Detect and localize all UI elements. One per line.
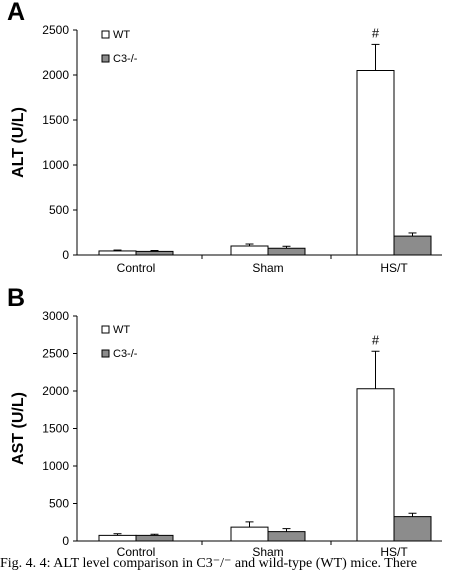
bar-wt-control xyxy=(98,534,137,542)
bar-c3-control xyxy=(135,250,174,256)
y-tick-label: 0 xyxy=(62,248,69,262)
bar-c3-sham xyxy=(267,531,306,542)
y-tick-label: 1500 xyxy=(42,113,69,127)
y-axis-label: ALT (U/L) xyxy=(10,107,27,178)
bar-wt-control xyxy=(98,250,137,256)
y-tick-label: 0 xyxy=(62,534,69,548)
bar-c3-hs-t xyxy=(393,235,432,256)
x-tick-label-hs-t: HS/T xyxy=(380,545,408,556)
y-tick-label: 1500 xyxy=(42,422,69,436)
y-tick-label: 1000 xyxy=(42,158,69,172)
bar-wt-sham xyxy=(230,245,269,256)
bar-c3-sham xyxy=(267,247,306,256)
significance-marker: # xyxy=(372,25,380,40)
y-tick-label: 2500 xyxy=(42,347,69,361)
x-tick-label-control: Control xyxy=(117,261,156,275)
legend-label-c3: C3-/- xyxy=(113,53,138,65)
x-tick-label-hs-t: HS/T xyxy=(380,261,408,275)
x-tick-label-sham: Sham xyxy=(252,545,283,556)
significance-marker: # xyxy=(372,332,380,347)
y-tick-label: 2000 xyxy=(42,68,69,82)
bar-c3-hs-t xyxy=(393,516,432,542)
y-tick-label: 500 xyxy=(49,497,69,511)
y-tick-label: 2500 xyxy=(42,23,69,37)
panel-letter-b: B xyxy=(7,284,26,312)
legend-label-c3: C3-/- xyxy=(113,348,138,360)
y-tick-label: 500 xyxy=(49,203,69,217)
x-tick-label-sham: Sham xyxy=(252,261,283,275)
panel-letter-a: A xyxy=(7,0,26,26)
bar-wt-hs-t xyxy=(356,388,395,542)
figure-caption: Fig. 4. 4: ALT level comparison in C3⁻/⁻… xyxy=(0,557,417,571)
bar-wt-sham xyxy=(230,526,269,542)
legend-swatch-c3 xyxy=(101,349,110,358)
alt-bar-chart: 0 500 1000 1500 2000 2500 Control Sham HS/T ALT (… xyxy=(10,23,442,275)
x-tick-label-control: Control xyxy=(117,545,156,556)
bar-wt-hs-t xyxy=(356,70,395,256)
bar-c3-control xyxy=(135,534,174,542)
y-axis-label: AST (U/L) xyxy=(10,392,27,465)
legend-label-wt: WT xyxy=(113,29,130,41)
ast-bar-chart: 0 500 1000 1500 2000 2500 3000 Control Sham HS/T A… xyxy=(10,309,442,556)
legend-swatch-c3 xyxy=(101,54,110,63)
legend-swatch-wt xyxy=(101,30,110,39)
y-tick-label: 1000 xyxy=(42,459,69,473)
y-tick-label: 2000 xyxy=(42,384,69,398)
y-tick-label: 3000 xyxy=(42,309,69,323)
legend-swatch-wt xyxy=(101,325,110,334)
legend-label-wt: WT xyxy=(113,324,130,336)
